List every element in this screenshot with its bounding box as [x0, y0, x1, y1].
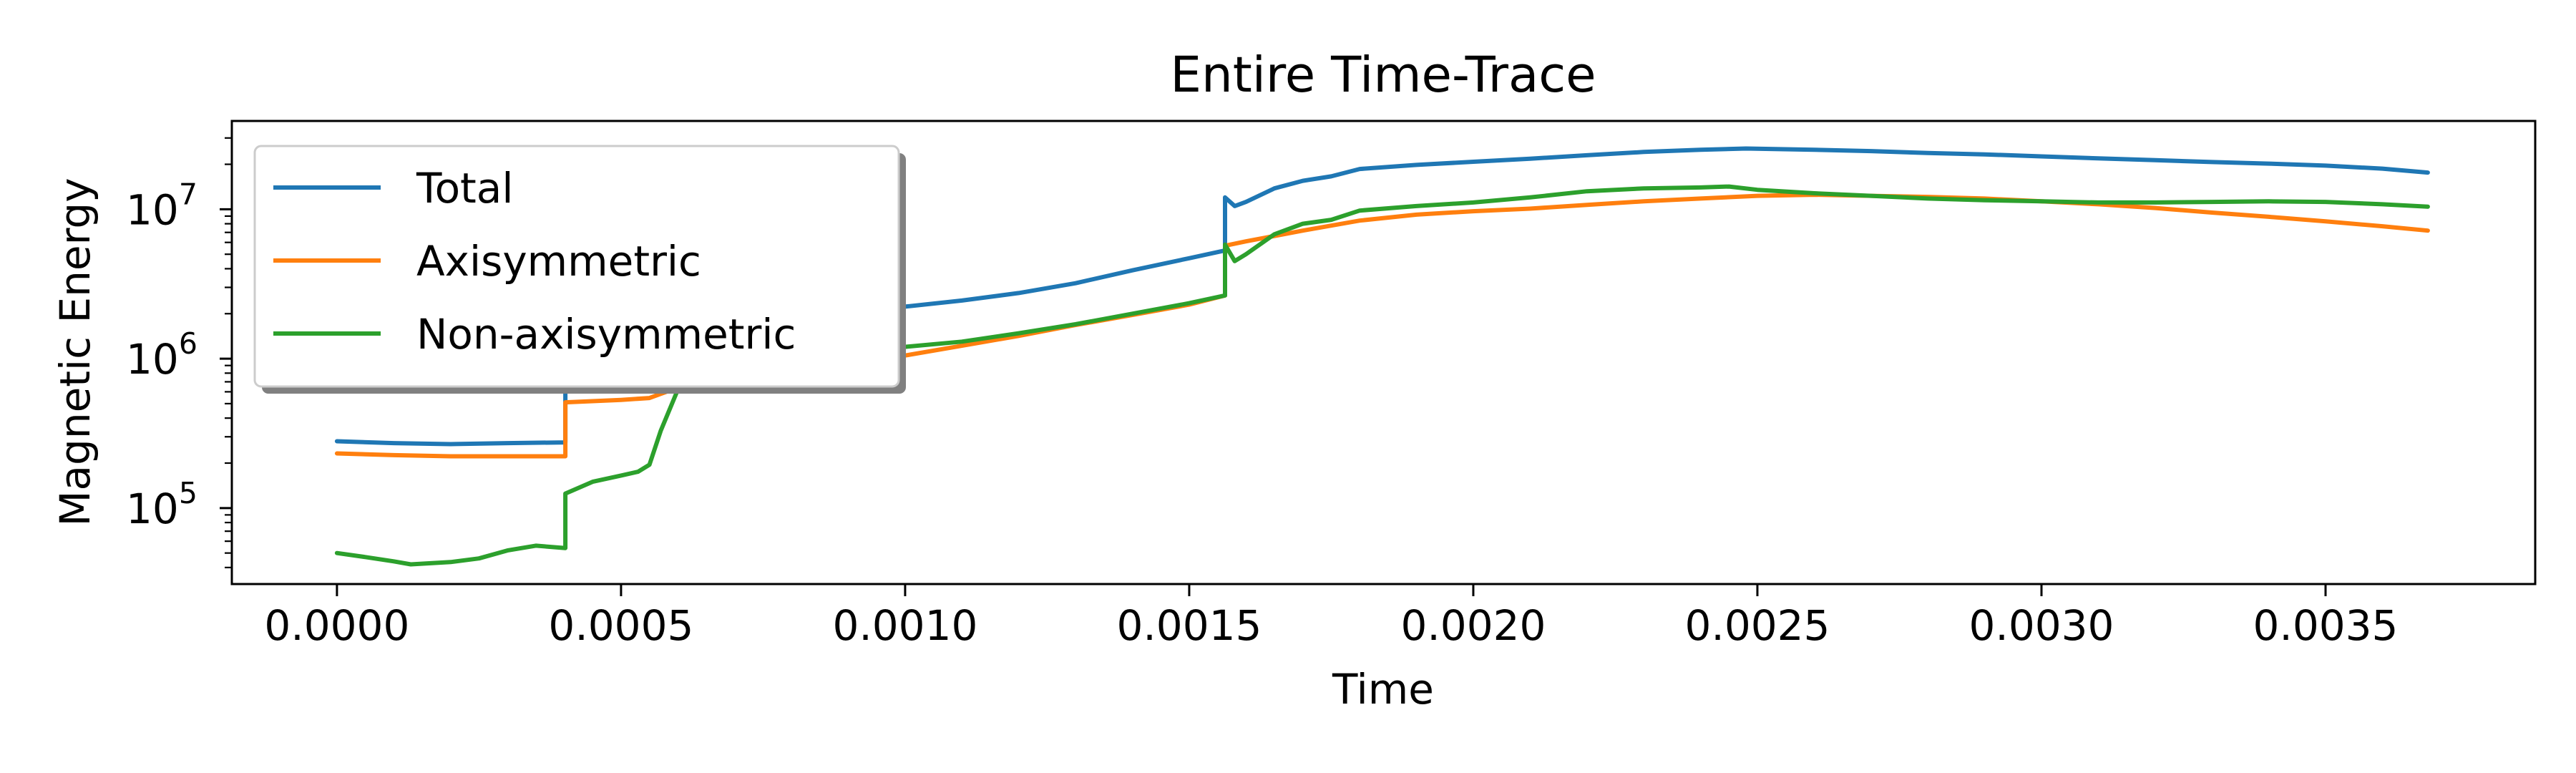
chart-title: Entire Time-Trace [1170, 47, 1596, 104]
legend-box [253, 145, 900, 388]
y-tick-exponent: 7 [179, 177, 197, 211]
legend-entries: Total Axisymmetric Non-axisymmetric [273, 164, 796, 359]
legend-label: Total [416, 164, 513, 213]
x-axis-label: Time [1332, 665, 1434, 714]
x-tick-label: 0.0005 [548, 601, 693, 650]
y-axis-label: Magnetic Energy [51, 178, 99, 526]
y-tick-exponent: 5 [179, 476, 197, 510]
y-tick-base: 10 [126, 335, 179, 384]
x-tick-label: 0.0010 [832, 601, 977, 650]
legend: Total Axisymmetric Non-axisymmetric [253, 145, 906, 394]
x-tick-label: 0.0000 [264, 601, 409, 650]
series-line-2 [334, 184, 2430, 567]
legend-label: Axisymmetric [416, 237, 701, 286]
x-tick-label: 0.0015 [1116, 601, 1262, 650]
y-tick-label: 106 [126, 326, 197, 384]
y-tick-exponent: 6 [179, 326, 197, 361]
y-tick-label: 107 [126, 177, 197, 234]
y-tick-base: 10 [126, 185, 179, 234]
x-axis-ticks: 0.0000 0.0005 0.0010 0.0015 0.0020 0.0025 0.00… [264, 584, 2398, 650]
y-tick-label: 105 [126, 476, 197, 533]
x-tick-label: 0.0020 [1400, 601, 1546, 650]
legend-label: Non-axisymmetric [416, 310, 796, 359]
y-tick-base: 10 [126, 485, 179, 533]
x-tick-label: 0.0025 [1684, 601, 1830, 650]
plot-frame [230, 120, 2537, 585]
x-tick-label: 0.0030 [1969, 601, 2114, 650]
x-tick-label: 0.0035 [2253, 601, 2399, 650]
